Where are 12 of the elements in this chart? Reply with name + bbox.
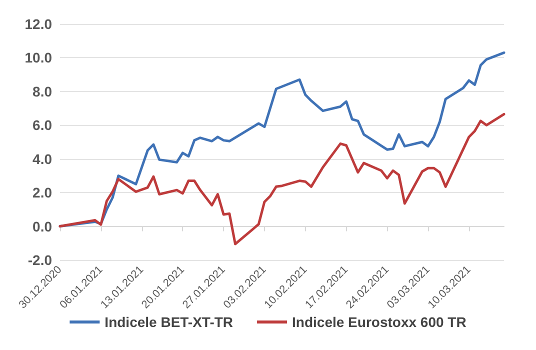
y-tick-label: 12.0: [24, 16, 52, 32]
y-tick-label: 4.0: [32, 150, 52, 167]
y-tick-label: -2.0: [28, 252, 52, 268]
y-tick-label: 2.0: [32, 184, 52, 201]
legend-label: Indicele BET-XT-TR: [104, 314, 234, 330]
y-tick-label: 8.0: [32, 83, 52, 100]
line-series: [58, 112, 506, 246]
y-tick-label: 6.0: [32, 117, 52, 134]
line-series: [58, 51, 506, 228]
y-tick-label: 10.0: [24, 50, 52, 66]
legend-label: Indicele Eurostoxx 600 TR: [292, 314, 466, 330]
y-tick-label: 0.0: [32, 218, 52, 234]
